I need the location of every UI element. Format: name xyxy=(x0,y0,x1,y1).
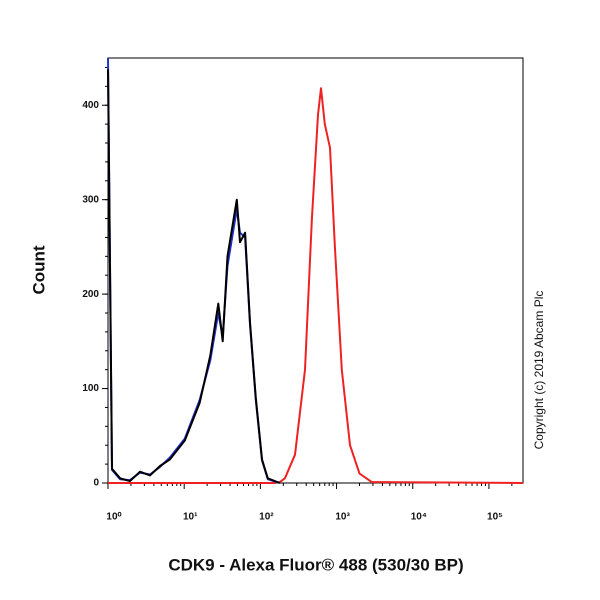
y-tick-label: 300 xyxy=(82,194,99,205)
y-tick-label: 400 xyxy=(82,100,99,111)
x-tick-label: 10⁵ xyxy=(487,512,503,523)
x-tick-label: 10¹ xyxy=(183,512,198,523)
x-tick-label: 10⁴ xyxy=(411,512,427,523)
series-line xyxy=(107,69,281,484)
x-tick-label: 10³ xyxy=(335,512,350,523)
x-tick-label: 10⁰ xyxy=(106,512,121,523)
y-tick-label: 200 xyxy=(82,289,99,300)
plot-frame xyxy=(107,57,524,484)
x-tick-label: 10² xyxy=(259,512,274,523)
x-axis-title: CDK9 - Alexa Fluor® 488 (530/30 BP) xyxy=(168,555,463,574)
y-axis-title: Count xyxy=(29,245,48,294)
y-tick-label: 0 xyxy=(93,478,99,489)
y-tick-label: 100 xyxy=(82,383,99,394)
series-line xyxy=(108,87,524,484)
copyright: Copyright (c) 2019 Abcam Plc xyxy=(532,291,546,450)
